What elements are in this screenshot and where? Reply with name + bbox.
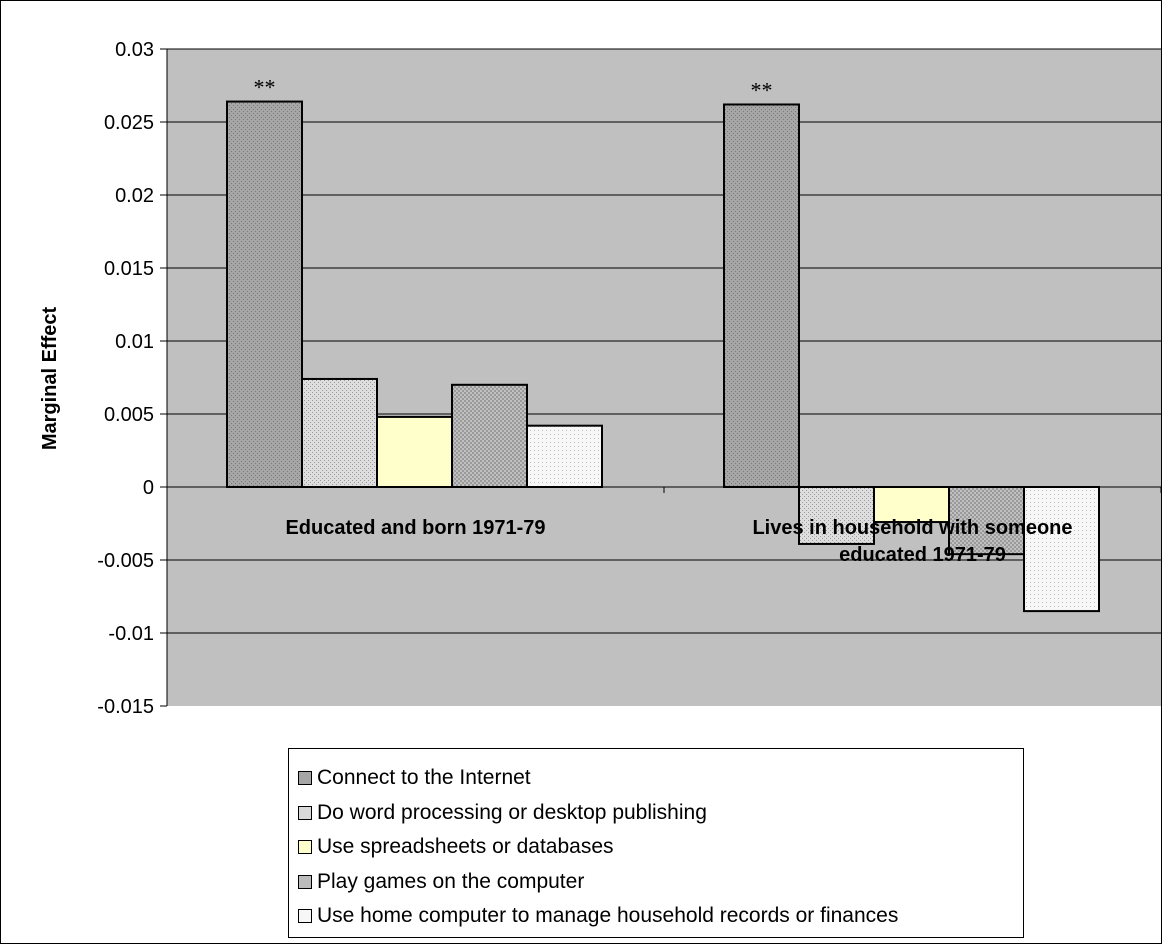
axes: [160, 48, 1161, 707]
y-tick-label: 0.005: [104, 404, 154, 426]
bar: [301, 377, 378, 488]
y-tick-label: 0.025: [104, 112, 154, 134]
legend-swatch: [298, 771, 312, 786]
y-tick-label: -0.01: [108, 623, 154, 645]
legend-label: Play games on the computer: [317, 869, 585, 893]
significance-annotation: **: [751, 77, 773, 102]
legend-label: Use spreadsheets or databases: [317, 835, 614, 859]
bar: [226, 100, 303, 488]
legend-swatch: [298, 874, 312, 889]
y-tick-label: 0: [143, 477, 154, 499]
y-tick-label: 0.02: [115, 185, 154, 207]
legend-swatch: [298, 805, 312, 820]
y-tick-label: 0.03: [115, 39, 154, 61]
bar: [376, 415, 453, 489]
category-label: Lives in household with someone educated …: [752, 517, 1072, 566]
y-axis-title: Marginal Effect: [39, 306, 61, 450]
bar: [723, 103, 800, 488]
legend-entry: Use spreadsheets or databases: [289, 830, 1023, 865]
legend-label: Connect to the Internet: [317, 766, 531, 790]
y-tick-label: 0.01: [115, 331, 154, 353]
legend: Connect to the Internet Do word processin…: [288, 748, 1024, 938]
legend-entry: Use home computer to manage household re…: [289, 899, 1023, 934]
legend-entry: Connect to the Internet: [289, 761, 1023, 796]
labels: 0.03 0.025 0.02 0.015 0.01 0.005 0 -0.005 -0.01 -…: [39, 39, 1073, 718]
bar: [1023, 486, 1100, 613]
y-tick-label: 0.015: [104, 258, 154, 280]
legend-entry: Do word processing or desktop publishing: [289, 796, 1023, 831]
plot-area: [167, 49, 1161, 706]
bar: [451, 383, 528, 488]
category-label: Educated and born 1971-79: [285, 517, 545, 539]
y-tick-label: -0.015: [97, 696, 154, 718]
legend-label: Do word processing or desktop publishing: [317, 800, 707, 824]
legend-swatch: [298, 909, 312, 924]
significance-annotation: **: [254, 75, 276, 100]
bar: [526, 424, 603, 488]
legend-swatch: [298, 840, 312, 855]
y-tick-label: -0.005: [97, 550, 154, 572]
bar: [798, 486, 875, 545]
legend-label: Use home computer to manage household re…: [317, 904, 899, 928]
legend-entry: Play games on the computer: [289, 865, 1023, 900]
